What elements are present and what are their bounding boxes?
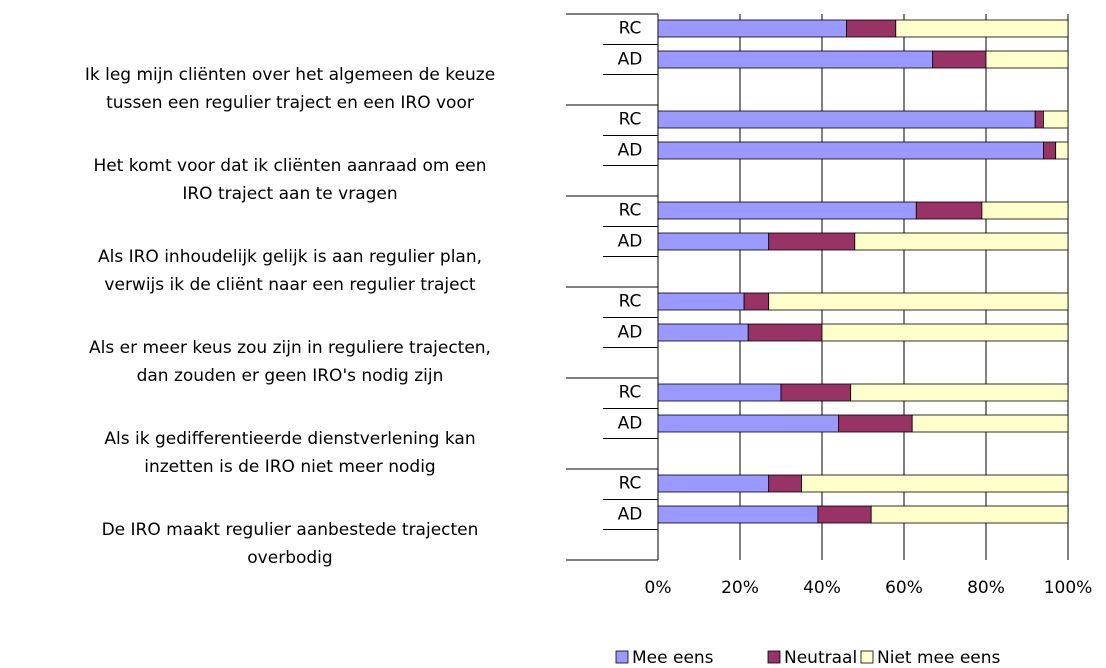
bar-segment <box>932 50 987 69</box>
group-label: inzetten is de IRO niet meer nodig <box>144 457 435 477</box>
bar-segment <box>657 232 770 251</box>
legend-swatch <box>767 650 781 664</box>
bar-segment <box>981 201 1069 220</box>
y-tick-label: RC <box>619 383 642 403</box>
y-tick-label: RC <box>619 201 642 221</box>
bar-segment <box>911 414 1069 433</box>
bar-segment <box>1034 110 1044 129</box>
legend-swatch <box>860 650 874 664</box>
x-tick-label: 40% <box>803 578 841 598</box>
group-label: IRO traject aan te vragen <box>182 184 397 204</box>
bar-segment <box>657 141 1044 160</box>
bar-segment <box>780 383 852 402</box>
bar-segment <box>915 201 983 220</box>
bar-segment <box>768 232 856 251</box>
x-tick-label: 20% <box>721 578 759 598</box>
group-label: overbodig <box>247 548 332 568</box>
y-tick-label: AD <box>618 232 643 252</box>
x-tick-label: 80% <box>967 578 1005 598</box>
bar-segment <box>657 505 819 524</box>
bar-segment <box>657 474 770 493</box>
y-tick-label: AD <box>618 414 643 434</box>
bar-segment <box>850 383 1069 402</box>
bar-segment <box>743 292 770 311</box>
legend-swatch <box>615 650 629 664</box>
bar-segment <box>747 323 823 342</box>
bar-segment <box>801 474 1069 493</box>
bar-segment <box>657 292 745 311</box>
legend-label: Mee eens <box>632 648 714 664</box>
bar-segment <box>1043 141 1057 160</box>
bar-segment <box>657 323 749 342</box>
legend-label: Niet mee eens <box>877 648 1001 664</box>
y-tick-label: AD <box>618 141 643 161</box>
bar-segment <box>1043 110 1069 129</box>
bar-segment <box>657 414 839 433</box>
bar-segment <box>838 414 913 433</box>
bar-segment <box>657 201 917 220</box>
group-label: Als IRO inhoudelijk gelijk is aan reguli… <box>98 247 482 267</box>
bar-segment <box>657 110 1036 129</box>
bar-segment <box>817 505 872 524</box>
group-label: De IRO maakt regulier aanbestede traject… <box>102 520 479 540</box>
group-label: Als ik gedifferentieerde dienstverlening… <box>104 429 475 449</box>
bar-segment <box>821 323 1069 342</box>
y-tick-label: RC <box>619 474 642 494</box>
group-label: Ik leg mijn cliënten over het algemeen d… <box>85 65 495 85</box>
bar-segment <box>895 19 1069 38</box>
y-tick-label: AD <box>618 50 643 70</box>
y-tick-label: RC <box>619 292 642 312</box>
legend-label: Neutraal <box>784 648 857 664</box>
y-tick-label: AD <box>618 323 643 343</box>
group-label: tussen een regulier traject en een IRO v… <box>106 93 474 113</box>
y-tick-label: RC <box>619 110 642 130</box>
bar-segment <box>657 50 934 69</box>
bar-segment <box>657 383 782 402</box>
bar-segment <box>985 50 1069 69</box>
group-label: dan zouden er geen IRO's nodig zijn <box>137 366 444 386</box>
x-tick-label: 100% <box>1044 578 1093 598</box>
y-tick-label: RC <box>619 19 642 39</box>
group-label: verwijs ik de cliënt naar een regulier t… <box>104 275 475 295</box>
bar-segment <box>657 19 848 38</box>
bar-segment <box>768 474 802 493</box>
y-tick-label: AD <box>618 505 643 525</box>
bar-segment <box>870 505 1069 524</box>
bar-segment <box>854 232 1069 251</box>
bar-segment <box>768 292 1069 311</box>
bar-segment <box>1055 141 1069 160</box>
x-tick-label: 0% <box>645 578 672 598</box>
bar-segment <box>846 19 897 38</box>
group-label: Als er meer keus zou zijn in reguliere t… <box>89 338 491 358</box>
x-tick-label: 60% <box>885 578 923 598</box>
group-label: Het komt voor dat ik cliënten aanraad om… <box>93 156 486 176</box>
